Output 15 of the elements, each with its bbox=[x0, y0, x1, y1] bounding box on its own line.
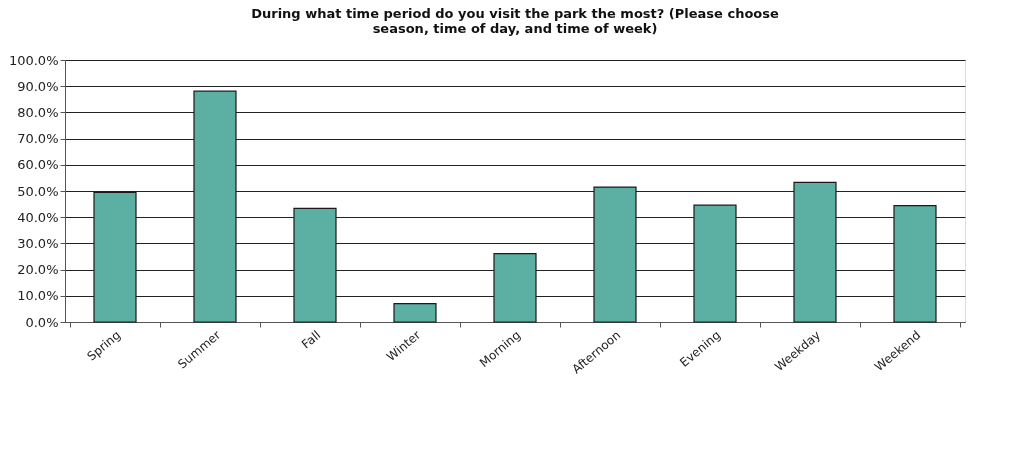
y-tick-label: 10.0% bbox=[17, 288, 59, 304]
y-tick-label: 60.0% bbox=[17, 157, 59, 173]
y-tick-label: 0.0% bbox=[25, 314, 59, 330]
y-tick-label: 80.0% bbox=[17, 104, 59, 120]
x-tick-label: Fall bbox=[299, 327, 324, 352]
y-tick-label: 50.0% bbox=[17, 183, 59, 199]
y-tick-label: 20.0% bbox=[17, 262, 59, 278]
text: season, time of day, and time of week) bbox=[372, 21, 658, 36]
y-tick-label: 70.0% bbox=[17, 131, 59, 147]
text: During what time period do you visit the park the most? (Please choose bbox=[251, 6, 779, 21]
y-tick-label: 100.0% bbox=[8, 52, 59, 68]
y-tick-label: 40.0% bbox=[17, 209, 59, 225]
y-tick-label: 30.0% bbox=[17, 235, 59, 251]
y-tick-label: 90.0% bbox=[17, 78, 59, 94]
bar bbox=[393, 303, 437, 323]
